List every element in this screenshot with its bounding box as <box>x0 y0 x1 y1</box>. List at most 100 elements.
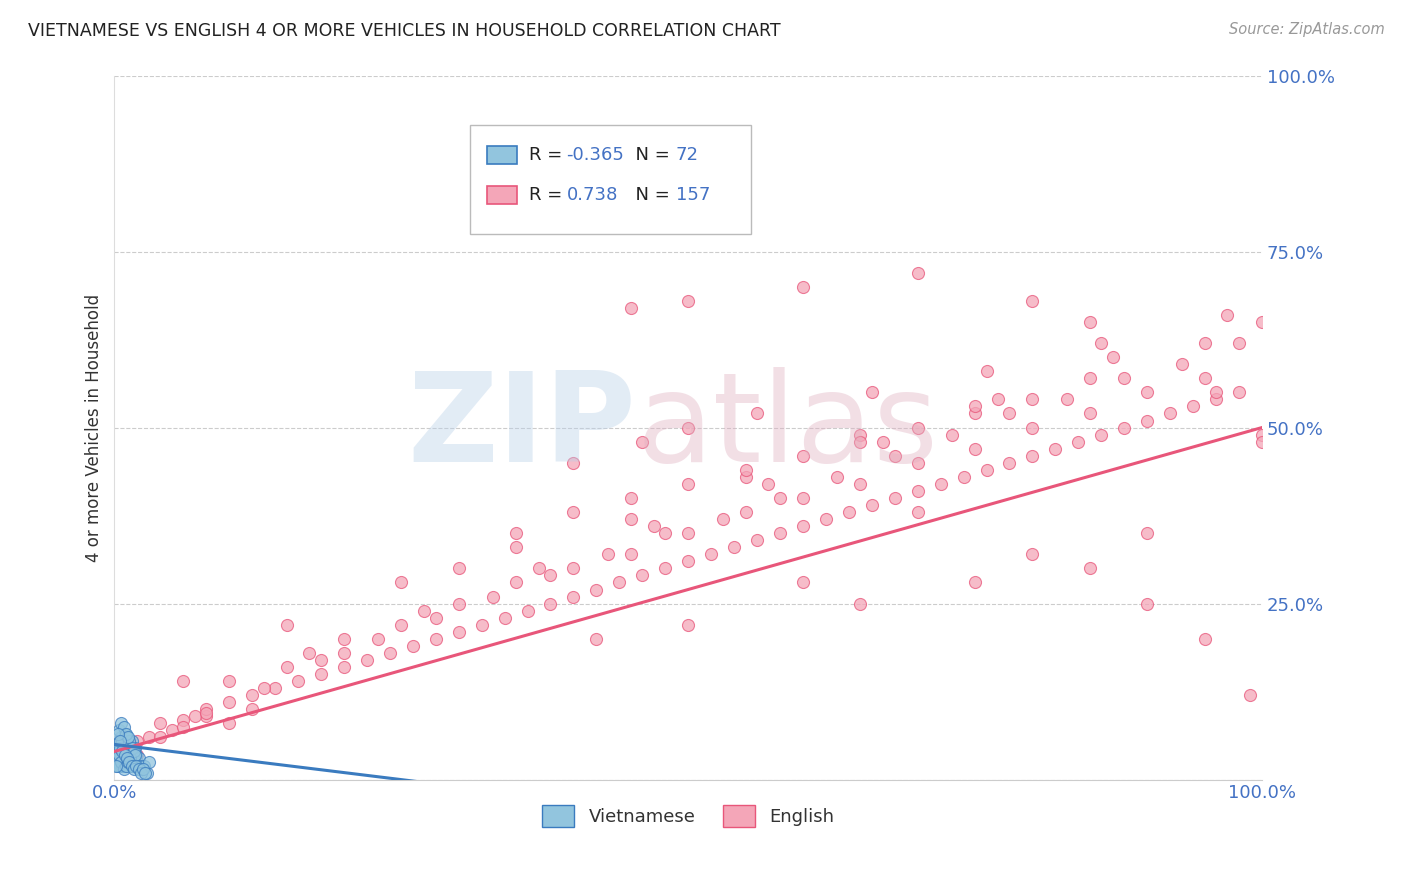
Point <box>585 582 607 597</box>
Point <box>1021 449 1043 463</box>
Point <box>562 456 585 470</box>
Text: 72: 72 <box>675 146 699 164</box>
Point <box>120 747 142 762</box>
Point <box>107 727 129 741</box>
Point <box>172 720 194 734</box>
Point <box>963 407 986 421</box>
Point <box>127 755 149 769</box>
Point <box>1021 293 1043 308</box>
Point <box>264 681 287 695</box>
Point <box>122 762 145 776</box>
Point <box>115 751 138 765</box>
Point <box>121 744 143 758</box>
Point <box>1159 407 1181 421</box>
Point <box>108 744 131 758</box>
Point <box>107 758 129 772</box>
Point <box>127 734 149 748</box>
Text: ZIP: ZIP <box>408 368 637 488</box>
Point <box>117 755 139 769</box>
Point <box>527 561 550 575</box>
Point <box>447 597 470 611</box>
Point <box>117 751 139 765</box>
Point <box>607 575 630 590</box>
Point <box>734 463 756 477</box>
Point <box>758 476 780 491</box>
Point <box>115 727 138 741</box>
Point <box>108 740 131 755</box>
Point <box>298 646 321 660</box>
Point <box>1182 400 1205 414</box>
Point <box>792 449 814 463</box>
Point <box>505 526 527 541</box>
Point <box>998 407 1021 421</box>
Point <box>654 561 676 575</box>
Point <box>1090 336 1112 351</box>
Point <box>115 744 138 758</box>
Point <box>849 434 872 449</box>
Point <box>108 723 131 738</box>
Point <box>769 526 792 541</box>
Point <box>309 667 332 681</box>
Point <box>110 747 132 762</box>
Point <box>562 505 585 519</box>
Point <box>195 702 218 716</box>
Point <box>1021 547 1043 561</box>
Point <box>132 762 155 776</box>
Point <box>723 541 745 555</box>
Point <box>1194 371 1216 385</box>
Point <box>1136 385 1159 400</box>
Point <box>114 727 136 741</box>
Point <box>1227 336 1250 351</box>
Point <box>114 747 136 762</box>
Point <box>1056 392 1078 407</box>
Point <box>149 731 172 745</box>
Point <box>872 434 894 449</box>
Point <box>121 758 143 772</box>
Point <box>1078 407 1101 421</box>
Point <box>505 541 527 555</box>
Point <box>111 740 134 755</box>
Point <box>118 734 141 748</box>
Point <box>122 744 145 758</box>
Point <box>1090 427 1112 442</box>
Point <box>110 731 132 745</box>
Point <box>585 632 607 646</box>
Text: R =: R = <box>529 186 568 204</box>
Point <box>745 533 768 548</box>
Point <box>112 734 135 748</box>
Point <box>160 723 183 738</box>
Point <box>218 695 240 709</box>
Point <box>1078 315 1101 329</box>
Point <box>131 762 153 776</box>
Point <box>118 755 141 769</box>
Point <box>1227 385 1250 400</box>
Point <box>121 740 143 755</box>
Text: 0.738: 0.738 <box>567 186 617 204</box>
Point <box>1136 597 1159 611</box>
Point <box>849 476 872 491</box>
FancyBboxPatch shape <box>488 146 517 164</box>
Point <box>128 762 150 776</box>
Point <box>620 301 643 315</box>
Point <box>676 554 699 568</box>
Point <box>107 751 129 765</box>
Text: N =: N = <box>624 146 675 164</box>
Point <box>849 427 872 442</box>
Point <box>700 547 723 561</box>
Point <box>195 709 218 723</box>
FancyBboxPatch shape <box>488 186 517 204</box>
Point <box>976 364 998 378</box>
Point <box>1251 315 1274 329</box>
Point <box>1194 336 1216 351</box>
Point <box>108 758 131 772</box>
Point <box>128 751 150 765</box>
Point <box>134 765 156 780</box>
Point <box>907 505 929 519</box>
Point <box>654 526 676 541</box>
Point <box>108 738 131 752</box>
Point <box>1251 434 1274 449</box>
Point <box>134 758 156 772</box>
Point <box>367 632 389 646</box>
Point <box>121 758 143 772</box>
Point <box>838 505 860 519</box>
